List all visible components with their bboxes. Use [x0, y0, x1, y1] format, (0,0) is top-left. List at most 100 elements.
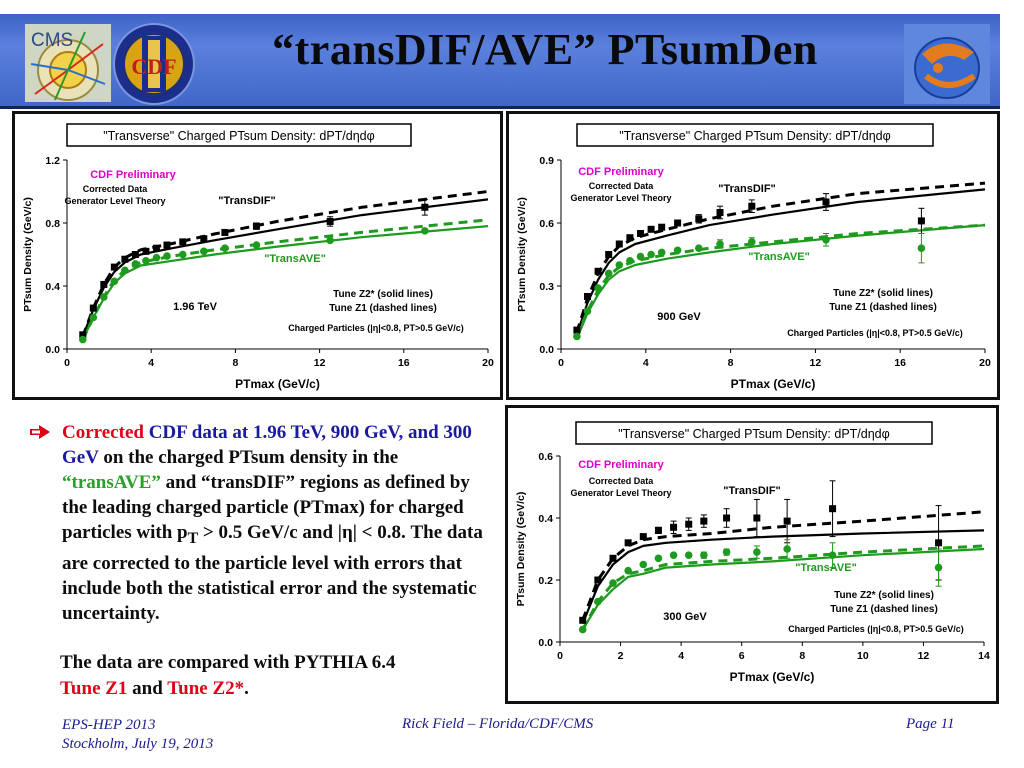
transdif-data-point: [637, 230, 644, 237]
transave-data-point: [783, 545, 791, 553]
closing-tune-z1: Tune Z1: [60, 678, 128, 699]
x-tick-label: 12: [810, 357, 822, 369]
transdif-data-point: [605, 251, 613, 258]
tune-z1-label: Tune Z1 (dashed lines): [829, 302, 937, 313]
cms-logo: CMS: [25, 24, 111, 102]
arrow-bullet-icon: [30, 425, 50, 439]
chart-title: "Transverse" Charged PTsum Density: dPT/…: [103, 129, 374, 143]
corrected-data-label: Corrected Data: [589, 476, 655, 486]
x-tick-label: 16: [398, 357, 410, 369]
footer-location-date: Stockholm, July 19, 2013: [62, 736, 214, 752]
tune-z1-label: Tune Z1 (dashed lines): [830, 604, 938, 615]
tune-z2star-label: Tune Z2* (solid lines): [333, 289, 433, 300]
x-tick-label: 0: [557, 650, 563, 662]
transave-data-point: [89, 313, 98, 322]
transdif-data-point: [421, 203, 429, 211]
footer-conference: EPS-HEP 2013: [62, 717, 156, 733]
y-tick-label: 1.2: [45, 155, 60, 167]
transave-data-point: [110, 277, 119, 286]
transdif-label: "TransDIF": [723, 485, 781, 497]
y-tick-label: 0.2: [538, 575, 553, 587]
y-tick-label: 0.6: [539, 218, 554, 230]
tune-z2star-solid-curve: [581, 547, 985, 631]
closing-and: and: [127, 678, 168, 699]
x-tick-label: 0: [558, 357, 564, 369]
generator-theory-label: Generator Level Theory: [570, 488, 671, 498]
transave-data-point: [669, 551, 678, 559]
x-tick-label: 20: [979, 357, 991, 369]
transdif-data-point: [695, 215, 703, 223]
transave-data-point: [200, 247, 208, 256]
y-tick-label: 0.3: [539, 281, 554, 293]
transdif-data-point: [748, 202, 756, 210]
chart-title-box: [66, 123, 412, 147]
x-tick-label: 12: [918, 650, 930, 662]
transdif-data-point: [110, 263, 118, 271]
cdf-logo: CDF: [110, 22, 198, 106]
closing-tune-z2star: Tune Z2*: [167, 678, 245, 699]
transave-data-point: [252, 241, 261, 249]
bullet-transave: “transAVE”: [62, 472, 161, 493]
transave-data-point: [152, 253, 161, 262]
transave-data-point: [578, 625, 587, 634]
transdif-data-point: [716, 209, 724, 216]
transave-data-point: [573, 332, 581, 341]
transave-data-point: [583, 307, 592, 315]
x-tick-label: 8: [728, 357, 734, 369]
transdif-data-point: [163, 241, 171, 249]
transave-data-point: [604, 269, 613, 278]
chart-panel-900gev: "Transverse" Charged PTsum Density: dPT/…: [506, 111, 1000, 400]
cdf-preliminary-label: CDF Preliminary: [578, 166, 664, 178]
transdif-data-point: [658, 223, 666, 231]
transdif-data-point: [579, 616, 587, 624]
closing-text-a: The data are compared with PYTHIA 6.4: [60, 652, 396, 673]
transave-data-point: [421, 227, 429, 235]
x-tick-label: 2: [618, 650, 624, 662]
cdf-preliminary-label: CDF Preliminary: [90, 169, 176, 181]
y-tick-label: 0.4: [538, 513, 553, 525]
chart-title: "Transverse" Charged PTsum Density: dPT/…: [618, 427, 889, 441]
tune-z2star-solid-curve: [581, 529, 985, 624]
tune-z1-dashed-curve: [575, 223, 986, 337]
transave-data-point: [695, 244, 703, 252]
transave-data-point: [142, 257, 150, 265]
transave-data-point: [221, 244, 229, 252]
transdif-data-point: [626, 234, 634, 242]
transdif-data-point: [624, 539, 632, 547]
transdif-data-point: [152, 244, 160, 252]
bullet-text-b: and “transDIF” regions as defined by the…: [62, 472, 470, 543]
transdif-data-point: [917, 217, 925, 225]
y-tick-label: 0.8: [45, 218, 60, 230]
tune-z1-dashed-curve: [81, 190, 489, 337]
x-tick-label: 4: [643, 357, 649, 369]
transdif-data-point: [594, 576, 602, 584]
transdif-data-point: [723, 514, 731, 522]
transave-data-point: [615, 261, 624, 269]
cdf-logo-text: CDF: [131, 54, 176, 79]
transdif-data-point: [670, 523, 678, 531]
chart-title-box: [575, 421, 933, 445]
x-axis-label: PTmax (GeV/c): [730, 670, 815, 684]
cuts-label: Charged Particles (|η|<0.8, PT>0.5 GeV/c…: [288, 323, 464, 333]
transdif-data-point: [822, 198, 830, 206]
energy-label: 1.96 TeV: [173, 301, 217, 313]
transdif-data-point: [615, 240, 623, 248]
transdif-label: "TransDIF": [718, 183, 776, 195]
y-tick-label: 0.9: [539, 155, 554, 167]
transdif-data-point: [89, 304, 97, 312]
transdif-data-point: [200, 235, 208, 243]
transdif-label: "TransDIF": [218, 195, 276, 207]
transave-data-point: [639, 560, 648, 569]
transave-data-point: [934, 563, 943, 572]
transdif-data-point: [783, 517, 791, 525]
florida-logo: [904, 24, 990, 104]
bullet-cdf-data: CDF data at 1.96 TeV, 900 GeV, and 300 G…: [62, 422, 472, 468]
tune-z1-dashed-curve: [81, 218, 489, 341]
bullet-subscript: T: [187, 529, 199, 547]
header-divider: [0, 106, 1000, 109]
transave-data-point: [917, 244, 926, 252]
y-axis-label: PTsum Density (GeV/c): [22, 197, 34, 312]
transdif-data-point: [142, 247, 150, 255]
x-tick-label: 20: [482, 357, 494, 369]
transdif-data-point: [829, 505, 837, 513]
